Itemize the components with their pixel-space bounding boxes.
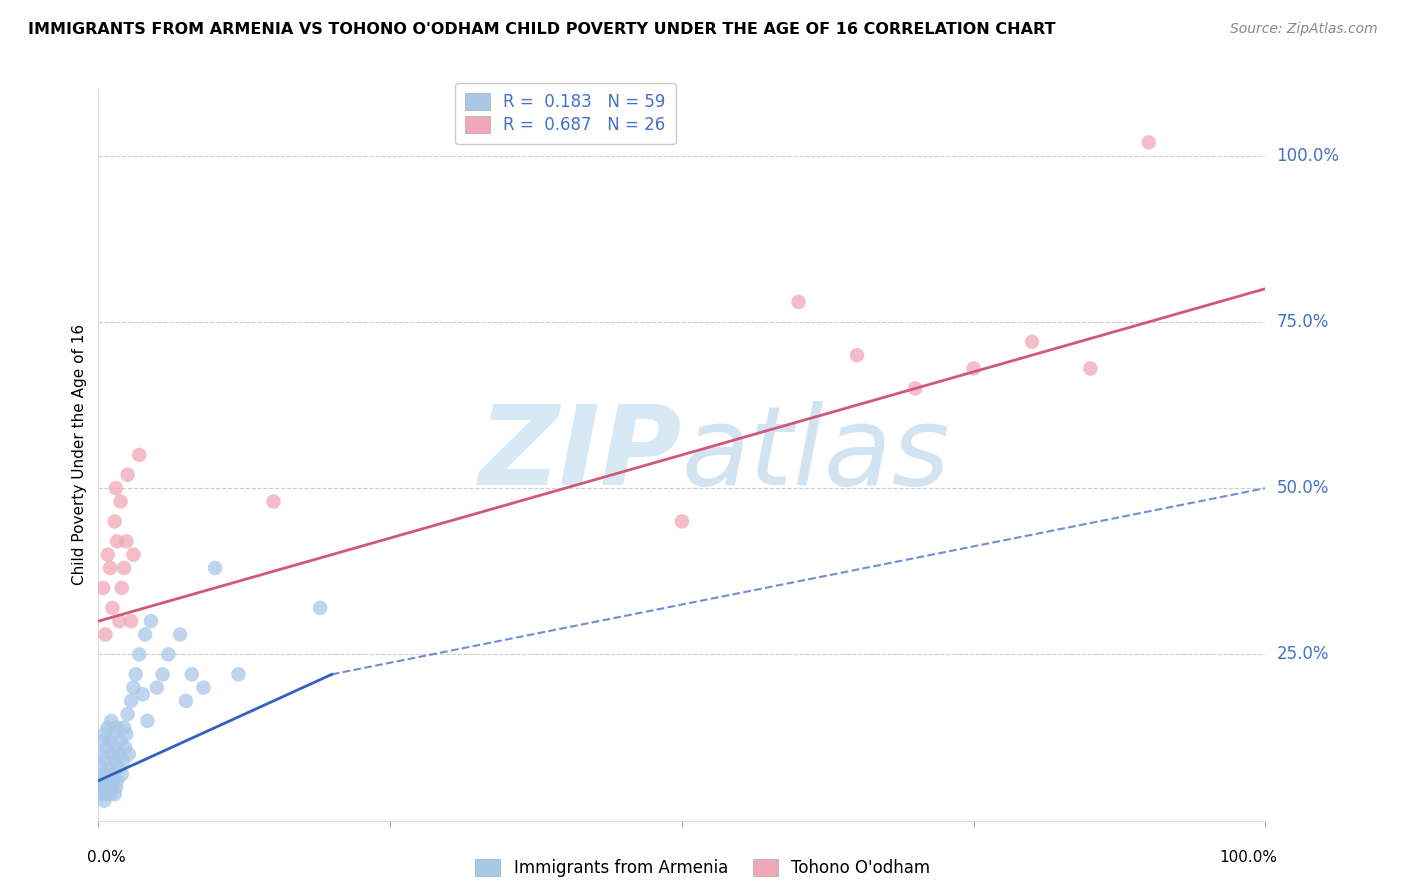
Point [120,614,142,628]
Point [193,681,215,695]
Point [104,481,127,495]
Point [107,760,129,774]
Point [117,467,139,482]
Point [93,727,115,741]
Point [846,348,869,362]
Point [98,561,121,575]
Point [91,581,114,595]
Point [122,548,145,562]
Point [104,787,127,801]
Point [132,687,155,701]
Point [110,734,132,748]
Point [94,754,117,768]
Point [94,780,117,795]
Point [120,694,142,708]
Point [105,721,128,735]
Point [93,767,115,781]
Point [1021,334,1043,349]
Point [262,494,284,508]
Point [671,515,693,529]
Point [134,627,156,641]
Point [101,600,124,615]
Point [105,773,128,788]
Point [97,773,120,788]
Point [204,561,226,575]
Legend: Immigrants from Armenia, Tohono O'odham: Immigrants from Armenia, Tohono O'odham [468,852,938,884]
Text: IMMIGRANTS FROM ARMENIA VS TOHONO O'ODHAM CHILD POVERTY UNDER THE AGE OF 16 CORR: IMMIGRANTS FROM ARMENIA VS TOHONO O'ODHA… [28,22,1056,37]
Point [115,727,138,741]
Point [110,494,132,508]
Point [89,780,111,795]
Point [111,581,134,595]
Text: atlas: atlas [682,401,950,508]
Text: Source: ZipAtlas.com: Source: ZipAtlas.com [1230,22,1378,37]
Point [787,295,810,310]
Text: 25.0%: 25.0% [1277,646,1329,664]
Point [112,721,135,735]
Point [97,721,120,735]
Point [98,787,121,801]
Point [169,627,191,641]
Point [118,747,141,761]
Point [122,681,145,695]
Point [136,714,159,728]
Point [128,448,150,462]
Point [309,600,332,615]
Point [146,681,169,695]
Point [103,727,125,741]
Point [97,548,120,562]
Point [1080,361,1102,376]
Point [97,780,120,795]
Point [90,747,112,761]
Point [1137,136,1160,150]
Point [112,561,135,575]
Point [111,754,134,768]
Point [125,667,148,681]
Point [90,760,112,774]
Point [108,747,131,761]
Text: 100.0%: 100.0% [1277,146,1340,165]
Point [904,381,927,395]
Point [157,648,180,662]
Y-axis label: Child Poverty Under the Age of 16: Child Poverty Under the Age of 16 [72,325,87,585]
Point [94,627,117,641]
Point [117,707,139,722]
Point [93,794,115,808]
Point [115,534,138,549]
Text: 50.0%: 50.0% [1277,479,1329,497]
Point [111,767,134,781]
Point [104,515,127,529]
Point [91,734,114,748]
Point [228,667,250,681]
Point [174,694,197,708]
Point [96,740,118,755]
Point [97,760,120,774]
Point [100,773,122,788]
Point [98,734,121,748]
Point [101,747,124,761]
Legend: R =  0.183   N = 59, R =  0.687   N = 26: R = 0.183 N = 59, R = 0.687 N = 26 [456,83,675,145]
Text: 0.0%: 0.0% [87,850,125,865]
Text: 100.0%: 100.0% [1219,850,1277,865]
Point [114,740,136,755]
Point [100,714,122,728]
Point [104,754,127,768]
Point [152,667,174,681]
Point [105,534,128,549]
Point [108,614,131,628]
Point [96,787,118,801]
Point [104,780,127,795]
Point [90,787,112,801]
Text: ZIP: ZIP [478,401,682,508]
Point [101,780,124,795]
Point [962,361,984,376]
Point [91,773,114,788]
Point [128,648,150,662]
Point [103,767,125,781]
Text: 75.0%: 75.0% [1277,313,1329,331]
Point [104,740,127,755]
Point [180,667,202,681]
Point [139,614,162,628]
